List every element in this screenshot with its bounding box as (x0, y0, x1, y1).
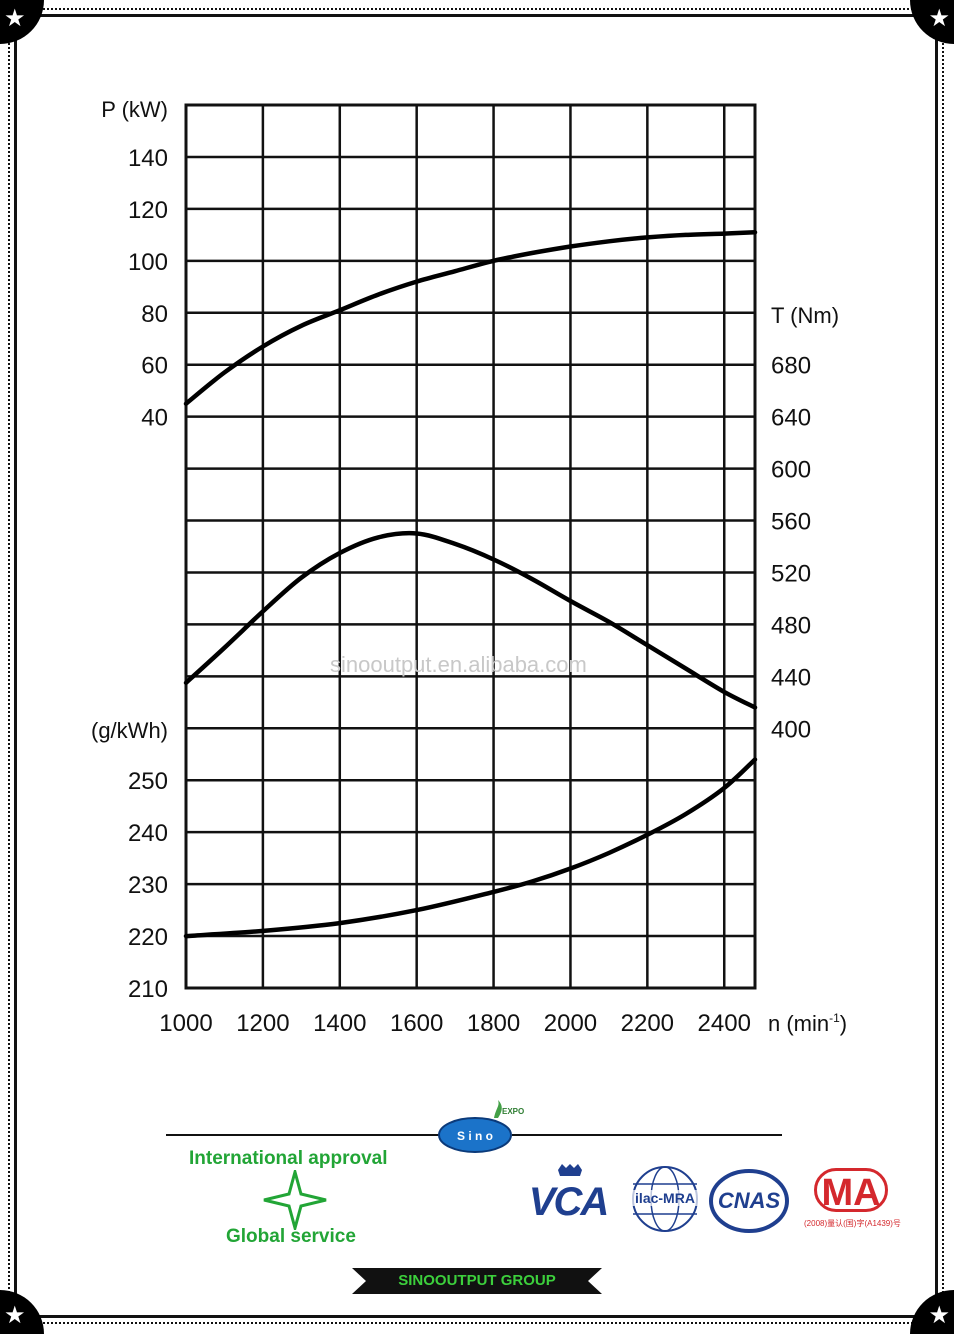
torque-tick-label: 680 (771, 353, 811, 380)
fuel-axis-title: (g/kWh) (91, 718, 168, 743)
fuel-tick-label: 250 (128, 768, 168, 795)
fuel-tick-label: 230 (128, 872, 168, 899)
compass-star-icon (263, 1170, 327, 1230)
chart-grid (184, 103, 757, 990)
chart-curves (183, 230, 758, 939)
power-curve (183, 230, 758, 406)
cnas-ring-icon (709, 1169, 789, 1233)
x-tick-label: 1000 (159, 1010, 212, 1037)
torque-tick-label: 440 (771, 664, 811, 691)
footer-divider: S i n o EXPO (166, 1100, 782, 1153)
star-icon: ★ (0, 1290, 44, 1334)
cnas-logo-text: CNAS (717, 1188, 781, 1213)
torque-tick-label: 560 (771, 509, 811, 536)
torque-tick-label: 600 (771, 457, 811, 484)
cnas-logo: CNAS (708, 1168, 790, 1234)
fuel-consumption-curve (183, 757, 758, 939)
x-axis-title-main: n (min (768, 1011, 829, 1036)
performance-chart: 140 120 100 80 60 40 680 640 600 560 520 480 440 400 2… (91, 97, 847, 1037)
company-name: SINOOUTPUT GROUP (398, 1272, 556, 1289)
x-tick-label: 2000 (544, 1010, 597, 1037)
watermark-text: sinooutput.en.alibaba.com (330, 652, 587, 677)
star-icon: ★ (910, 0, 954, 44)
chart-ticks: 140 120 100 80 60 40 680 640 600 560 520 480 440 400 2… (128, 145, 811, 1037)
fuel-tick-label: 210 (128, 976, 168, 1003)
ilac-mra-logo: ilac-MRA (628, 1164, 702, 1234)
power-tick-label: 120 (128, 197, 168, 224)
torque-tick-label: 520 (771, 560, 811, 587)
ilac-logo-text: ilac-MRA (628, 1190, 702, 1206)
ma-caption: (2008)量认(国)字(A1439)号 (804, 1219, 901, 1228)
x-tick-label: 1400 (313, 1010, 366, 1037)
torque-axis-title: T (Nm) (771, 303, 839, 328)
power-axis-title: P (kW) (101, 97, 168, 122)
dotted-border (8, 8, 944, 1324)
sino-badge-text: S i n o (457, 1129, 493, 1143)
x-tick-label: 1800 (467, 1010, 520, 1037)
torque-tick-label: 480 (771, 612, 811, 639)
ma-logo: MA (2008)量认(国)字(A1439)号 (804, 1168, 901, 1238)
x-axis-title-superscript: -1 (829, 1011, 840, 1025)
torque-curve (183, 530, 758, 710)
international-approval-text: International approval (189, 1148, 388, 1169)
x-tick-label: 2200 (621, 1010, 674, 1037)
vca-logo-text: VCA (528, 1180, 609, 1224)
power-tick-label: 140 (128, 145, 168, 172)
banner-shape (352, 1268, 602, 1294)
power-tick-label: 100 (128, 249, 168, 276)
sino-logo-icon (439, 1118, 511, 1152)
expo-flame-icon (494, 1100, 502, 1118)
power-tick-label: 60 (141, 353, 168, 380)
solid-border (14, 14, 938, 1318)
crown-icon (558, 1164, 582, 1176)
company-banner: SINOOUTPUT GROUP (352, 1268, 602, 1294)
power-tick-label: 80 (141, 301, 168, 328)
x-axis-title: n (min-1) (768, 1011, 847, 1036)
x-tick-label: 1200 (236, 1010, 289, 1037)
x-tick-label: 2400 (698, 1010, 751, 1037)
fuel-tick-label: 220 (128, 924, 168, 951)
x-axis-title-close: ) (840, 1011, 847, 1036)
x-tick-label: 1600 (390, 1010, 443, 1037)
torque-tick-label: 640 (771, 405, 811, 432)
ma-logo-text: MA (814, 1168, 888, 1214)
expo-mark: EXPO (502, 1107, 524, 1116)
power-tick-label: 40 (141, 405, 168, 432)
plot-frame (184, 103, 757, 990)
fuel-tick-label: 240 (128, 820, 168, 847)
vca-logo: VCA (526, 1162, 610, 1232)
torque-tick-label: 400 (771, 716, 811, 743)
global-service-text: Global service (226, 1226, 356, 1247)
